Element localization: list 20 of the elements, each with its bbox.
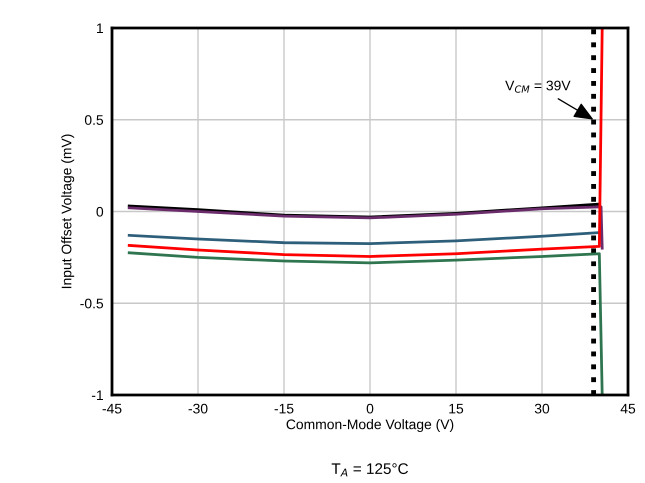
x-tick-label: 30 (534, 404, 550, 414)
y-tick-label: 0 (96, 206, 104, 217)
line-series (128, 206, 604, 250)
line-series (128, 231, 601, 245)
x-tick-label: 45 (620, 404, 636, 414)
line-series (128, 251, 604, 395)
y-tick-label: -1 (92, 390, 103, 400)
x-tick-label: -15 (274, 404, 294, 414)
text: T$_{A}$ = 125°C (332, 463, 408, 476)
x-axis-title: Common-Mode Voltage (V) (286, 419, 454, 432)
y-axis-title: Input Offset Voltage (mV) (61, 134, 74, 288)
x-tick-label: -30 (188, 404, 208, 414)
x-tick-label: 15 (449, 404, 464, 414)
y-tick-label: 1 (97, 23, 103, 34)
x-tick-label: 0 (366, 404, 374, 414)
y-tick-label: -0.5 (80, 298, 104, 308)
y-tick-label: 0.5 (84, 115, 104, 125)
annotation: V$_{CM}$ = 39V (505, 80, 571, 93)
line-series (128, 28, 604, 258)
x-tick-label: -45 (102, 404, 122, 414)
